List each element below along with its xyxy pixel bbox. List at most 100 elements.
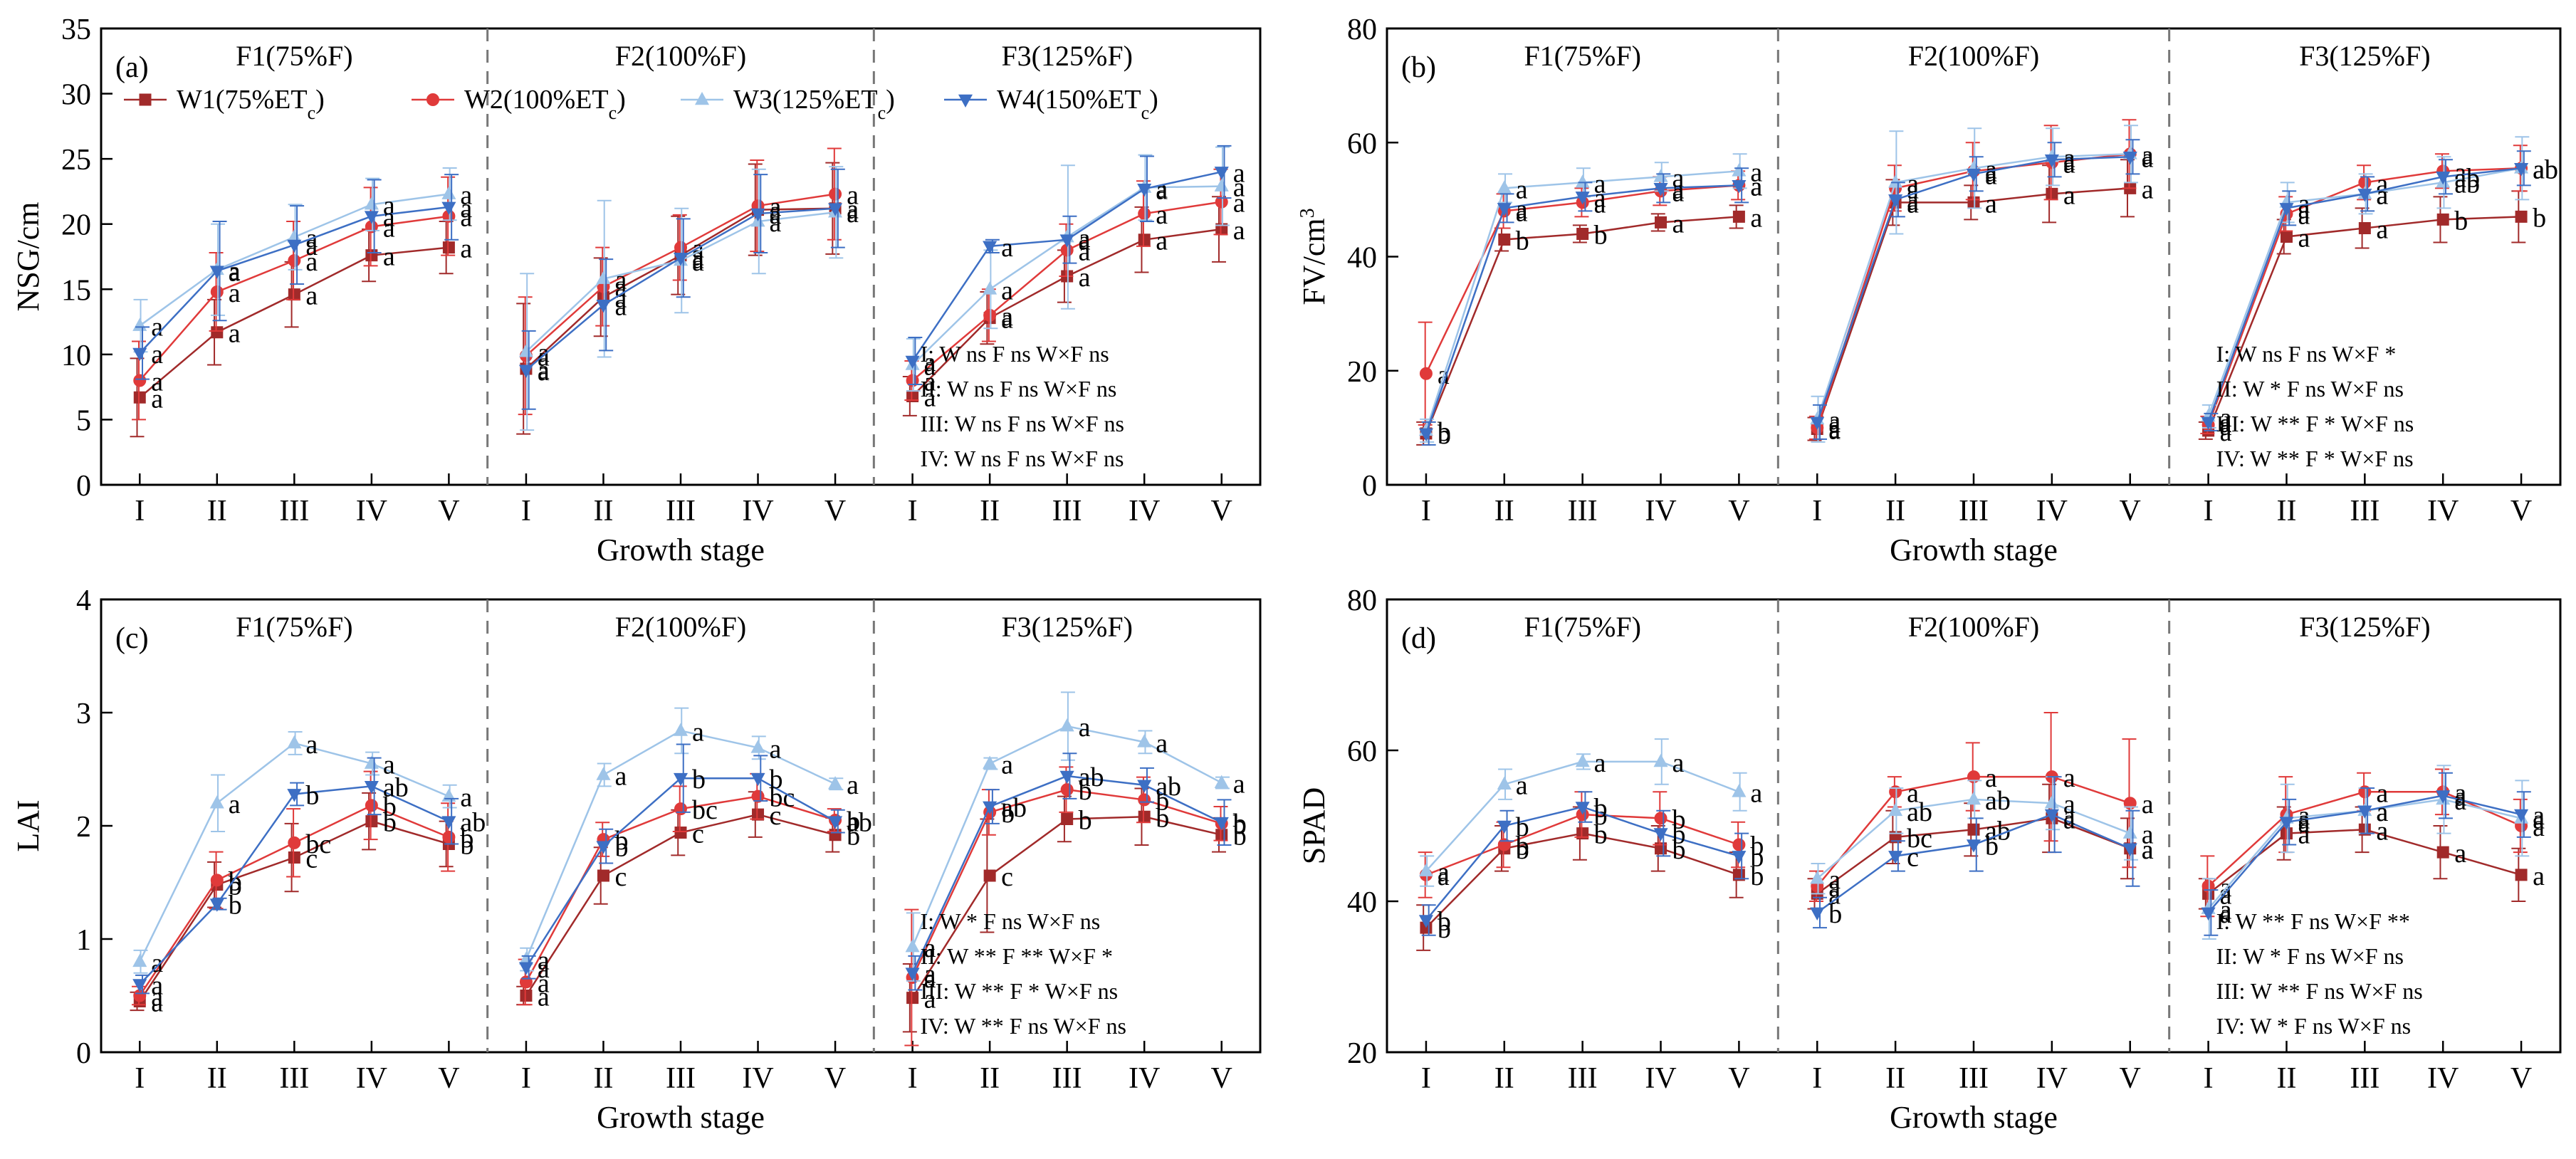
series-line [1425, 806, 1739, 921]
significance-letter: a [2142, 835, 2154, 865]
data-point [2046, 187, 2058, 200]
data-point [983, 755, 998, 769]
y-tick-label: 25 [61, 144, 91, 177]
significance-letter: a [460, 194, 472, 224]
significance-letter: a [924, 347, 936, 377]
x-tick-label: V [2120, 1062, 2141, 1095]
data-point [209, 898, 224, 912]
data-point [1889, 785, 1902, 799]
data-point [288, 851, 300, 864]
significance-letter: a [2298, 194, 2310, 224]
x-tick-label: I [2204, 1062, 2214, 1095]
significance-letter: b [1233, 809, 1247, 839]
data-point [906, 992, 919, 1005]
data-point [1654, 812, 1667, 825]
x-tick-label: IV [2036, 495, 2068, 528]
group-title: F3(125%F) [1001, 40, 1132, 72]
significance-letter: a [229, 258, 241, 288]
significance-letter: b [229, 871, 242, 901]
significance-letter: a [924, 985, 936, 1014]
significance-letter: a [2533, 812, 2545, 842]
significance-letter: a [2142, 140, 2154, 170]
group-title: F1(75%F) [1524, 40, 1640, 72]
significance-letter: a [305, 247, 318, 277]
significance-letter: a [1907, 778, 1919, 808]
significance-letter: b [1516, 835, 1529, 865]
significance-letter: a [2454, 782, 2466, 812]
x-tick-label: V [2120, 495, 2141, 528]
significance-letter: b [1672, 804, 1686, 834]
x-axis-label: Growth stage [1890, 1100, 2058, 1135]
significance-letter: b [1750, 861, 1764, 891]
data-point [1732, 838, 1746, 851]
significance-letter: a [1828, 415, 1841, 445]
data-point [1888, 851, 1903, 864]
data-point [2201, 416, 2216, 430]
x-tick-label: II [1885, 495, 1905, 528]
significance-letter: b [1233, 810, 1247, 840]
significance-letter: ab [2454, 163, 2480, 193]
y-axis-label-sup: 3 [1297, 208, 1319, 218]
x-tick-label: II [1885, 1062, 1905, 1095]
significance-letter: a [1001, 276, 1013, 305]
stats-line: II: W * F ns W×F ns [2216, 376, 2404, 402]
data-point [2514, 163, 2529, 177]
data-point [2515, 869, 2528, 881]
data-point [1138, 810, 1151, 823]
significance-letter: b [305, 780, 319, 810]
significance-letter: b [1672, 820, 1686, 850]
significance-letter: a [2376, 180, 2388, 210]
y-tick-label: 20 [1347, 1037, 1377, 1070]
significance-letter: a [847, 195, 859, 225]
significance-letter: a [1985, 160, 1997, 190]
y-axis-label: LAI [11, 799, 46, 851]
x-tick-label: III [666, 1062, 696, 1095]
data-point [1732, 851, 1747, 864]
panel-label: (d) [1401, 622, 1436, 655]
significance-letter: a [847, 195, 859, 225]
data-point [132, 318, 147, 331]
series-4-group-2: abb bab [518, 743, 872, 984]
significance-letter: a [1750, 778, 1762, 808]
x-tick-label: I [2204, 495, 2214, 528]
x-axis-label: Growth stage [597, 533, 765, 567]
significance-letter: a [305, 281, 318, 311]
data-point [1137, 734, 1152, 748]
x-tick-label: V [438, 1062, 459, 1095]
significance-letter: b [1156, 803, 1169, 833]
significance-letter: ab [2533, 154, 2558, 184]
x-tick-label: III [279, 495, 309, 528]
x-tick-label: IV [1645, 495, 1676, 528]
x-tick-label: V [824, 1062, 846, 1095]
data-point [1655, 216, 1667, 229]
y-tick-label: 3 [76, 698, 91, 730]
series-line [1425, 184, 1739, 374]
significance-letter: a [151, 367, 163, 397]
group-title: F3(125%F) [2299, 40, 2430, 72]
significance-letter: a [2298, 223, 2310, 253]
group-title: F2(100%F) [1908, 611, 2039, 643]
significance-letter: a [2220, 403, 2232, 433]
series-line [525, 813, 836, 997]
stats-line: I: W ** F ns W×F ** [2216, 908, 2410, 934]
significance-letter: a [229, 278, 241, 308]
stats-line: II: W ** F ** W×F * [920, 943, 1113, 969]
significance-letter: ab [1001, 793, 1027, 823]
data-point [520, 990, 533, 1002]
x-tick-label: II [2276, 1062, 2296, 1095]
data-point [1810, 907, 1825, 921]
series-1-group-1: b b b a a [1416, 203, 1762, 450]
x-tick-label: III [279, 1062, 309, 1095]
significance-letter: a [1907, 189, 1919, 219]
significance-letter: b [1594, 820, 1608, 850]
x-tick-label: III [1568, 495, 1598, 528]
significance-letter: a [847, 770, 859, 800]
legend-paren: ) [886, 85, 895, 115]
data-point [983, 801, 998, 815]
data-point [132, 953, 147, 967]
y-tick-label: 4 [76, 584, 91, 617]
significance-letter: ab [1907, 797, 1932, 827]
significance-letter: b [1438, 420, 1451, 450]
